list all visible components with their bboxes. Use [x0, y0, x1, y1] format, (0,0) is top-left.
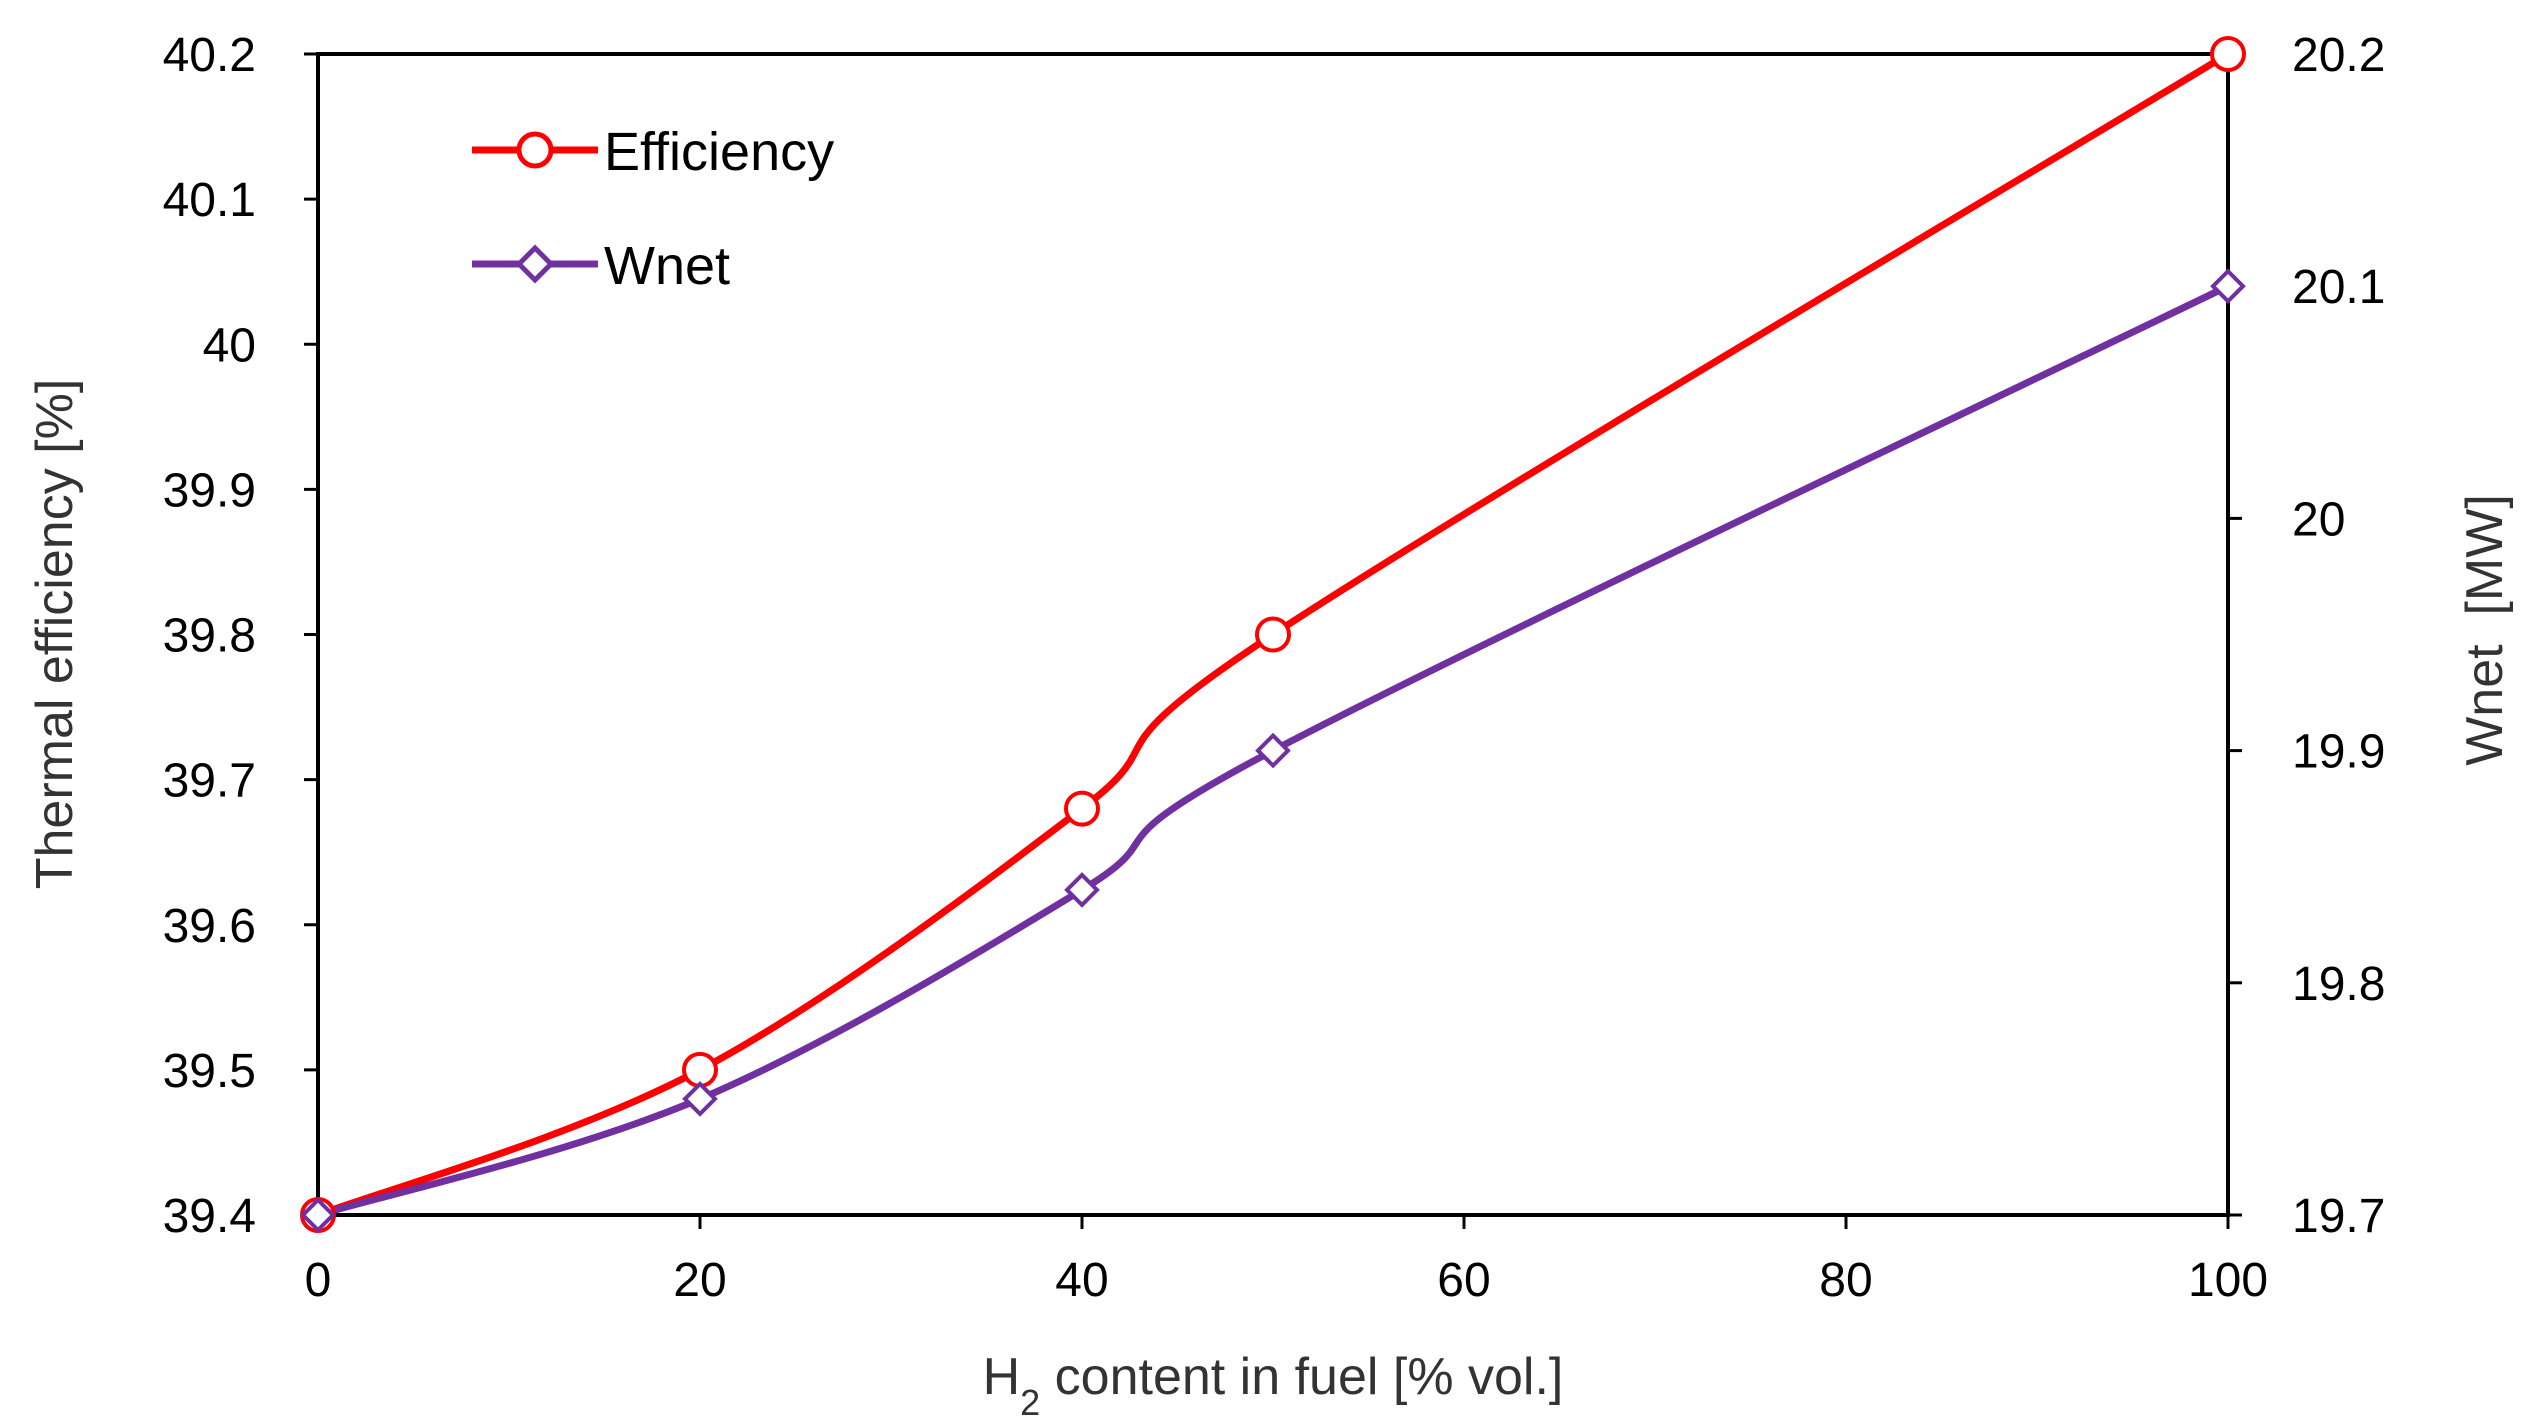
right-y-tick-label: 20: [2292, 493, 2345, 546]
data-point-wnet: [300, 1197, 336, 1233]
left-y-tick-label: 39.8: [163, 610, 256, 663]
legend-wnet-label: Wnet: [604, 236, 730, 296]
x-tick-label: 100: [2188, 1254, 2268, 1307]
data-point-efficiency: [2210, 36, 2246, 72]
left-y-tick-label: 39.4: [163, 1190, 256, 1243]
right-y-axis-title: Wnet [MW]: [2456, 494, 2514, 766]
x-tick-label: 60: [1437, 1254, 1490, 1307]
left-y-tick-label: 40.2: [163, 29, 256, 82]
legend: Efficiency Wnet: [472, 122, 834, 296]
x-tick-label: 20: [673, 1254, 726, 1307]
right-y-tick-label: 20.2: [2292, 29, 2385, 82]
left-y-tick-label: 39.7: [163, 755, 256, 808]
right-y-tick-label: 19.7: [2292, 1190, 2385, 1243]
data-point-wnet: [1255, 732, 1291, 769]
legend-efficiency-label: Efficiency: [604, 122, 834, 182]
left-y-tick-label: 39.6: [163, 900, 256, 953]
left-y-tick-label: 40.1: [163, 174, 256, 227]
right-y-tick-label: 19.8: [2292, 958, 2385, 1011]
series-lines: [314, 50, 2232, 1219]
series-line-efficiency: [314, 50, 2232, 1219]
data-point-efficiency: [1255, 616, 1291, 653]
legend-wnet-marker: [515, 244, 555, 284]
x-axis-title: H2 content in fuel [% vol.]: [983, 1348, 1564, 1422]
data-point-wnet: [2210, 268, 2246, 305]
x-tick-label: 0: [305, 1254, 332, 1307]
data-point-efficiency: [1064, 790, 1100, 827]
x-tick-label: 80: [1819, 1254, 1872, 1307]
right-y-tick-label: 19.9: [2292, 726, 2385, 779]
legend-efficiency-marker: [516, 131, 554, 169]
data-point-wnet: [682, 1081, 718, 1117]
left-y-tick-label: 39.9: [163, 464, 256, 517]
series-markers: [300, 36, 2246, 1233]
left-y-axis-title: Thermal efficiency [%]: [26, 379, 84, 890]
x-tick-label: 40: [1055, 1254, 1108, 1307]
left-y-tick-label: 39.5: [163, 1045, 256, 1098]
right-y-tick-label: 20.1: [2292, 261, 2385, 314]
left-y-tick-label: 40: [203, 319, 256, 372]
series-line-wnet: [314, 282, 2232, 1219]
data-point-wnet: [1064, 872, 1100, 908]
tick-labels: 0 20 40 60 80 100 39.4 39.5 39.6 39.7 39.8 39.9 40 40…: [163, 29, 2386, 1307]
